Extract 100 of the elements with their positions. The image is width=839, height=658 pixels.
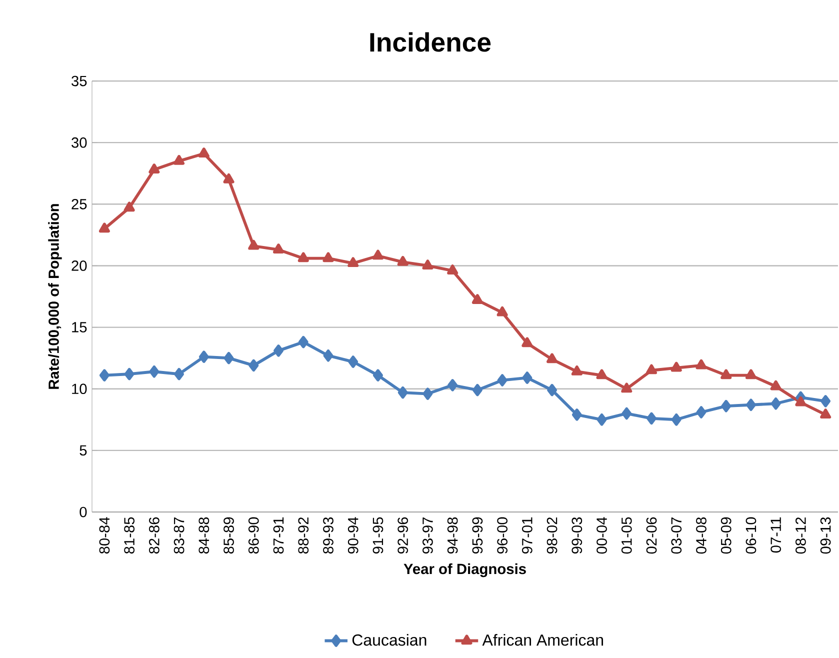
point [770, 380, 782, 390]
x-tick-label: 97-01 [522, 517, 532, 554]
point [448, 379, 458, 392]
point [348, 257, 359, 268]
x-tick-label: 92-96 [398, 517, 408, 554]
x-tick-label: 96-00 [497, 517, 508, 554]
y-tick-label: 5 [80, 445, 87, 456]
x-tick-label: 00-04 [596, 517, 607, 554]
point [372, 369, 383, 382]
point [696, 359, 707, 370]
point [746, 398, 756, 411]
point [546, 353, 558, 364]
x-tick-label: 08-12 [796, 517, 806, 554]
x-tick-label: 94-98 [447, 517, 458, 554]
x-tick-label: 06-10 [746, 517, 756, 554]
x-tick-label: 86-90 [248, 517, 259, 554]
point [99, 369, 110, 382]
point [721, 400, 732, 412]
y-tick-label: 20 [72, 260, 87, 271]
x-tick-label: 95-99 [472, 517, 483, 554]
x-tick-label: 03-07 [671, 517, 682, 554]
x-tick-label: 80-84 [99, 517, 110, 554]
point [622, 407, 632, 420]
x-tick-label: 05-09 [720, 517, 732, 554]
x-tick-label: 87-91 [273, 517, 284, 554]
point [820, 395, 831, 408]
point [198, 148, 210, 158]
point [745, 369, 756, 380]
point [298, 252, 309, 262]
x-tick-label: 83-87 [174, 517, 184, 554]
x-tick-label: 90-94 [348, 517, 358, 554]
chart-title: Incidence [370, 32, 491, 52]
point [398, 386, 408, 399]
y-axis-title: Rate/100,000 of Population [48, 204, 62, 389]
point [274, 344, 284, 357]
point [248, 359, 259, 372]
x-tick-label: 84-88 [198, 517, 210, 554]
point [272, 244, 284, 254]
point [447, 264, 458, 274]
x-tick-label: 93-97 [422, 517, 433, 554]
x-tick-label: 81-85 [124, 517, 134, 554]
point [124, 368, 134, 380]
point [522, 337, 533, 348]
y-tick-label: 30 [72, 137, 87, 148]
x-tick-label: 88-92 [298, 517, 309, 554]
x-tick-label: 98-02 [546, 517, 558, 554]
x-tick-label: 82-86 [148, 517, 160, 554]
point [298, 336, 308, 348]
point [422, 260, 434, 270]
point [248, 240, 260, 250]
y-tick-label: 25 [72, 198, 87, 210]
point [720, 369, 732, 380]
point [646, 364, 658, 374]
x-tick-label: 85-89 [224, 517, 234, 554]
point [124, 202, 135, 212]
point [98, 222, 110, 233]
x-tick-label: 01-05 [621, 517, 632, 554]
point [646, 412, 656, 425]
point [547, 384, 558, 396]
x-tick-label: 02-06 [646, 517, 657, 554]
x-axis-title: Year of Diagnosis [404, 563, 526, 578]
x-tick-label: 04-08 [696, 517, 706, 554]
point [497, 374, 508, 386]
point [198, 350, 209, 363]
point [148, 164, 160, 174]
point [571, 365, 582, 376]
y-tick-label: 15 [72, 322, 87, 332]
point [174, 368, 184, 380]
x-tick-label: 91-95 [372, 517, 384, 554]
legend-label: African American [482, 634, 604, 646]
point [820, 408, 832, 419]
point [596, 369, 608, 380]
y-tick-label: 0 [80, 506, 87, 518]
point [174, 154, 185, 165]
y-tick-label: 10 [72, 384, 87, 394]
y-tick-label: 35 [72, 76, 87, 86]
point [149, 365, 160, 378]
point [696, 406, 706, 418]
x-tick-label: 89-93 [323, 517, 334, 554]
x-tick-label: 09-13 [820, 517, 831, 554]
x-tick-label: 07-11 [770, 517, 782, 553]
x-tick-label: 99-03 [572, 517, 582, 554]
point [472, 294, 483, 304]
point [596, 414, 607, 426]
point [224, 352, 234, 364]
point [397, 256, 408, 266]
point [670, 362, 682, 372]
point [348, 356, 358, 368]
point [422, 388, 433, 400]
point [372, 250, 384, 260]
point [795, 396, 806, 406]
point [496, 306, 508, 316]
point [223, 173, 234, 184]
point [671, 414, 682, 426]
point [770, 397, 781, 410]
point [472, 384, 482, 396]
legend-label: Caucasian [352, 634, 426, 646]
point [572, 408, 582, 421]
point [621, 382, 632, 393]
point [323, 349, 334, 362]
